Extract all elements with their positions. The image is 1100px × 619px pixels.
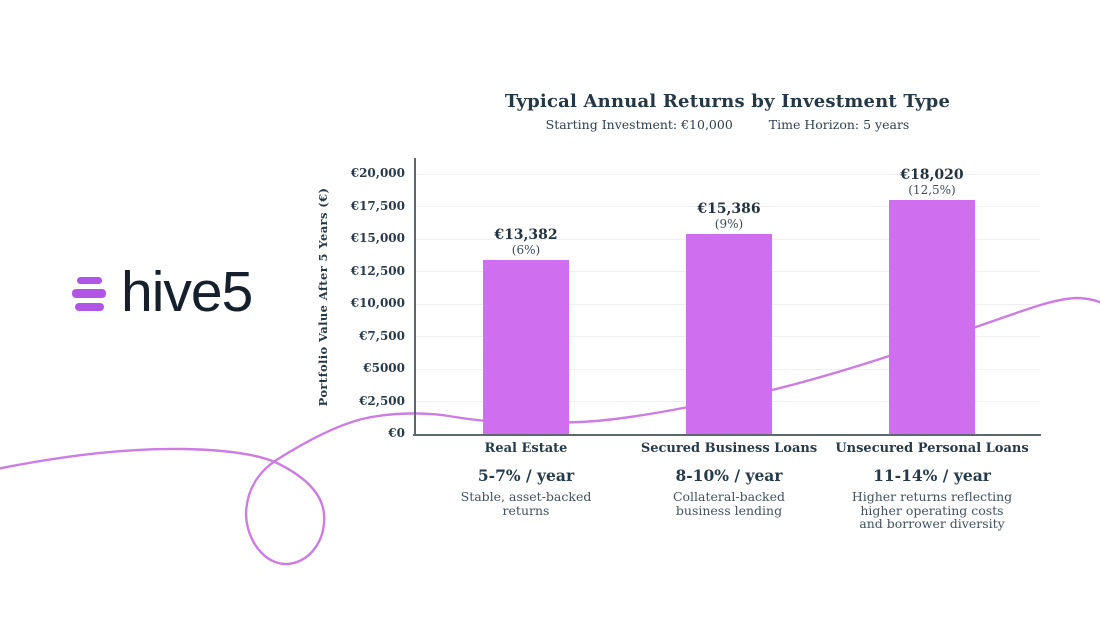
y-tick-label: €0 [388, 426, 405, 440]
annual-rate-label: 8-10% / year [675, 466, 783, 485]
hive-bar-top [77, 276, 102, 284]
subtitle-time-horizon: Time Horizon: 5 years [768, 117, 910, 132]
category-description: Higher returns reflecting higher operati… [851, 489, 1013, 531]
bar [483, 260, 569, 434]
hive-bar-middle [72, 288, 106, 298]
y-tick-label: €2,500 [359, 393, 405, 408]
y-tick-label: €7,500 [359, 328, 405, 343]
chart-subtitle: Starting Investment: €10,000 Time Horizon… [415, 117, 1040, 132]
bar-value-amount: €18,020 [900, 167, 964, 183]
bar [686, 234, 772, 434]
bar [889, 200, 975, 434]
hive-bars-icon [72, 276, 106, 312]
y-tick-label: €15,000 [350, 231, 405, 245]
y-tick-label: €12,500 [350, 263, 405, 278]
category-label: Secured Business Loans [640, 441, 818, 456]
bar-value-label: €18,020 (12,5%) [862, 167, 1002, 197]
subtitle-starting-investment: Starting Investment: €10,000 [545, 117, 733, 132]
bar-value-amount: €15,386 [697, 201, 761, 217]
bar-value-percent: (12,5%) [908, 183, 956, 197]
annual-rate-label: 5-7% / year [477, 466, 575, 485]
bar-value-percent: (9%) [714, 217, 744, 231]
y-tick-label: €10,000 [350, 296, 405, 310]
bar-value-percent: (6%) [511, 243, 541, 257]
bar-value-amount: €13,382 [494, 227, 558, 243]
category-label: Real Estate [484, 441, 568, 456]
category-label: Unsecured Personal Loans [835, 441, 1029, 456]
hive-bar-bottom [75, 302, 104, 311]
gridline [415, 173, 1040, 175]
bar-value-label: €13,382 (6%) [456, 227, 596, 257]
y-tick-label: €17,500 [350, 198, 405, 213]
annual-rate-label: 11-14% / year [873, 466, 991, 485]
y-axis-line [414, 158, 416, 434]
y-tick-label: €20,000 [350, 166, 405, 180]
logo-wordmark: hive5 [121, 260, 253, 324]
chart-title: Typical Annual Returns by Investment Typ… [504, 91, 951, 112]
x-axis-line [413, 434, 1041, 436]
y-tick-label: €5000 [363, 361, 405, 375]
category-description: Stable, asset-backed returns [460, 489, 592, 518]
gridline [415, 206, 1040, 207]
hive5-logo: hive5 [72, 260, 253, 324]
category-description: Collateral-backed business lending [672, 489, 786, 518]
bar-value-label: €15,386 (9%) [659, 201, 799, 231]
